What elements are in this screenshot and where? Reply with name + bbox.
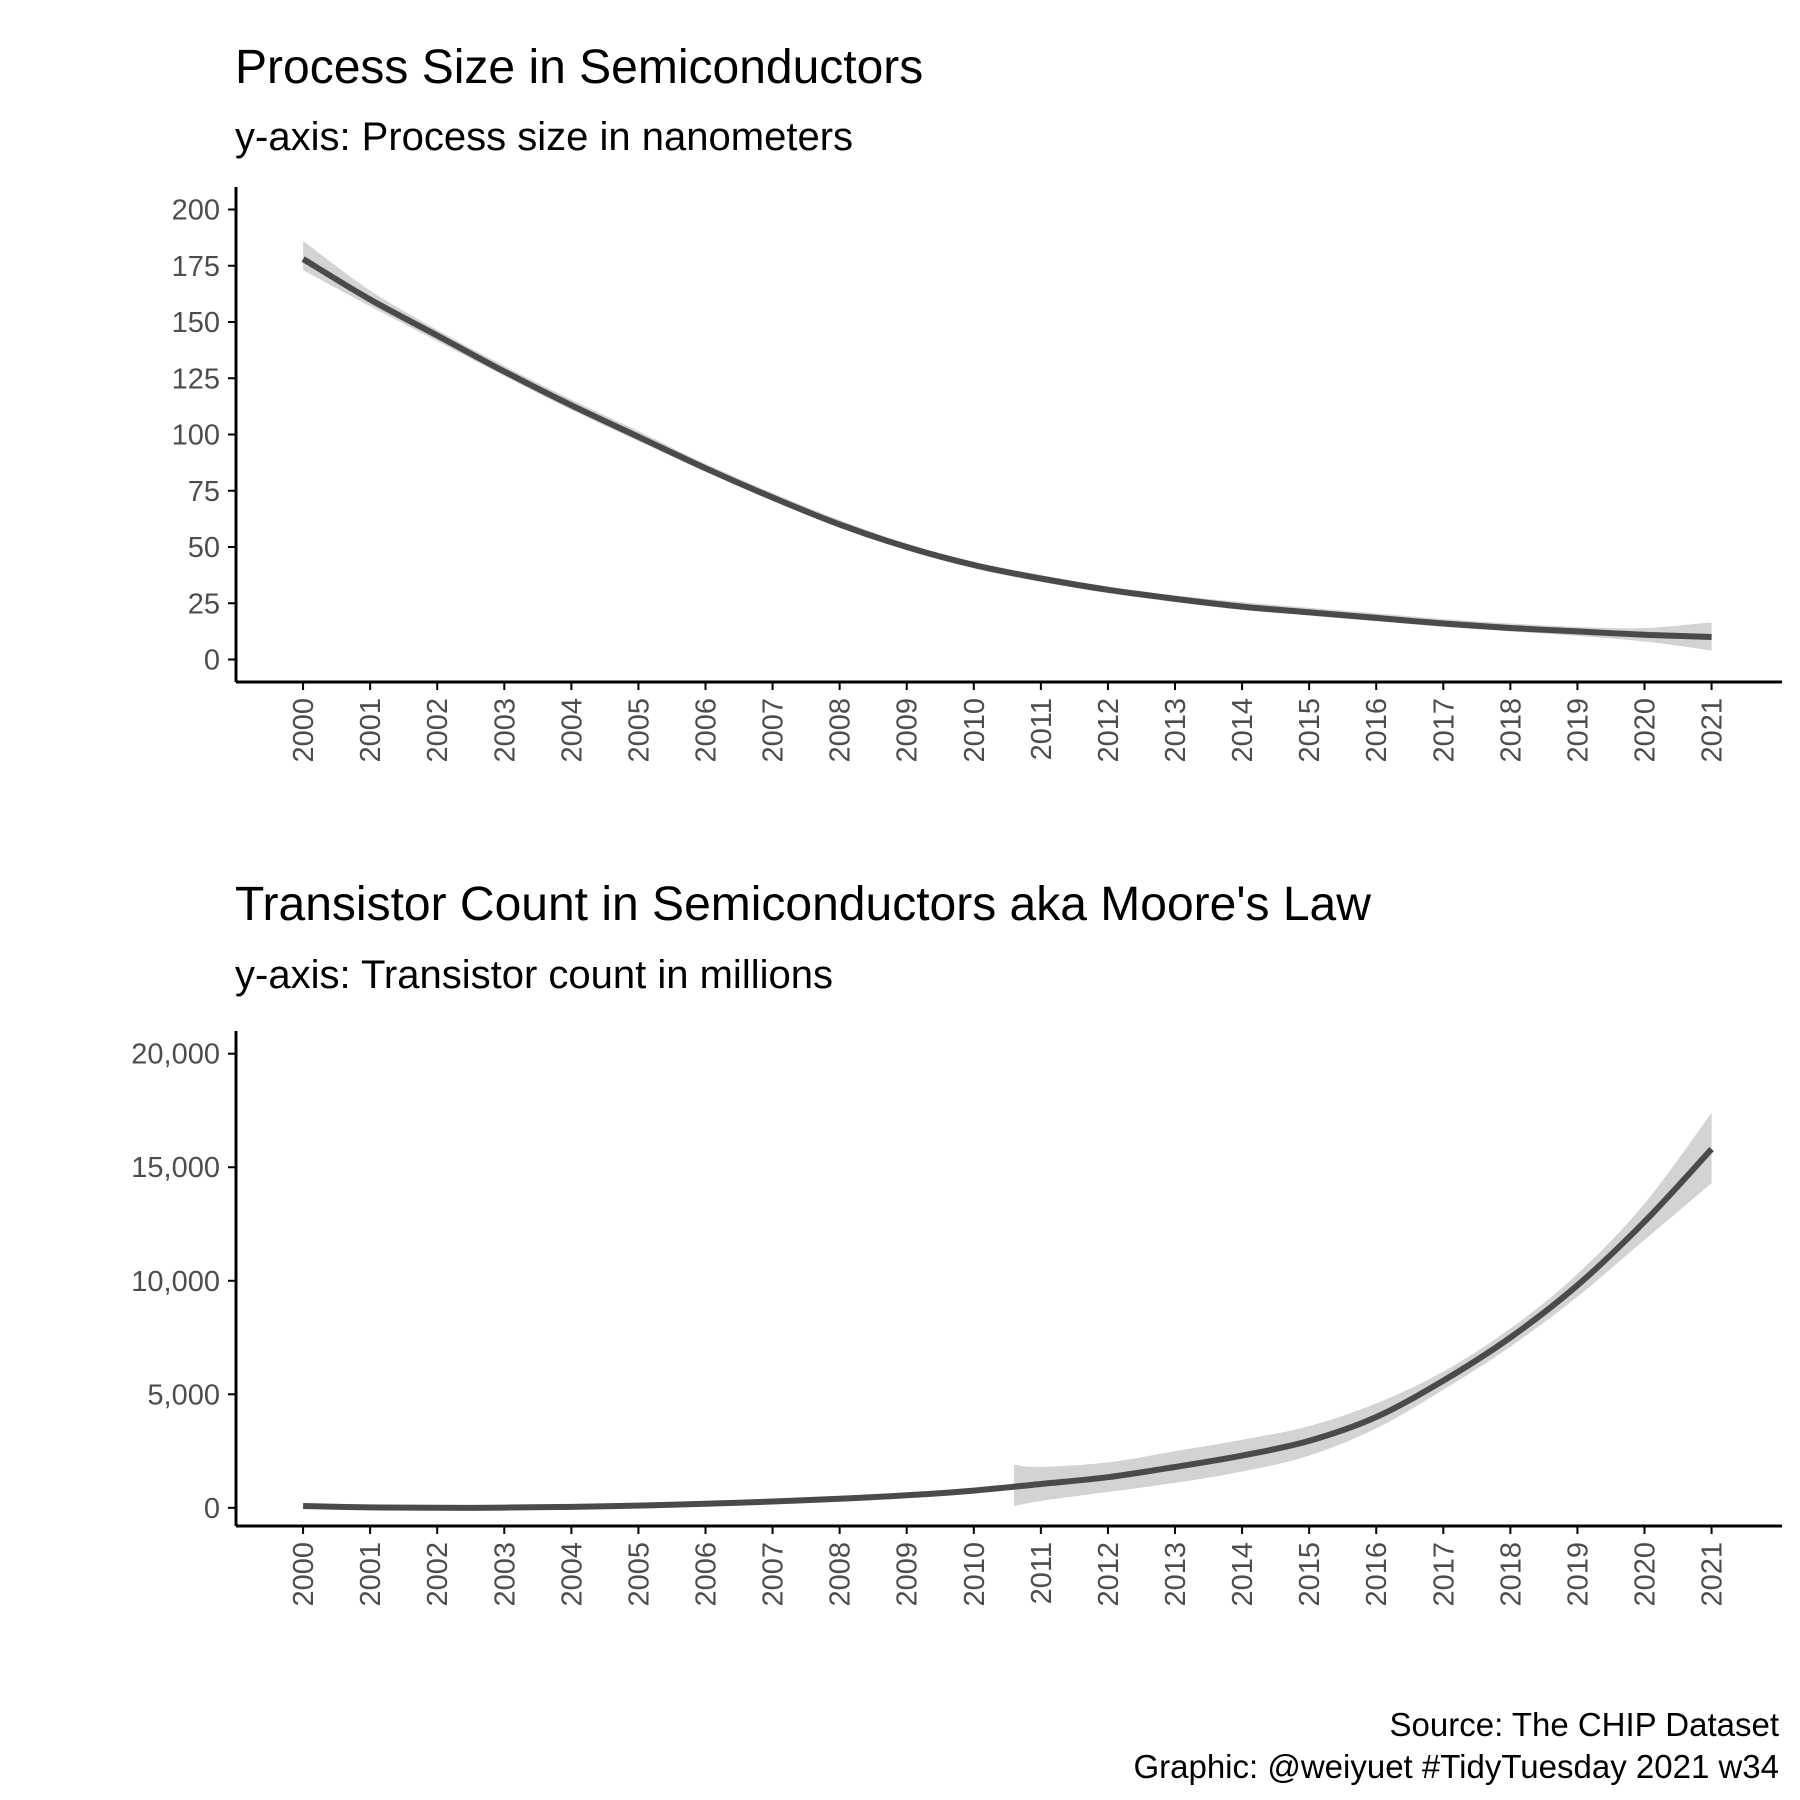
transistor-count-y-tick-label: 5,000 <box>147 1379 220 1411</box>
transistor-count-x-tick-label: 2007 <box>758 1542 790 1607</box>
transistor-count-x-tick-label: 2003 <box>489 1542 521 1607</box>
process-size-x-tick-label: 2000 <box>288 698 320 763</box>
process-size-x-tick-label: 2009 <box>892 698 924 763</box>
chart-subtitle-transistor-count: y-axis: Transistor count in millions <box>235 953 833 997</box>
process-size-x-tick-label: 2001 <box>355 698 387 763</box>
process-size-x-tick-label: 2018 <box>1495 698 1527 763</box>
transistor-count-x-tick-label: 2021 <box>1697 1542 1729 1607</box>
process-size-y-tick-label: 75 <box>188 476 220 508</box>
process-size-x-tick-label: 2014 <box>1227 698 1259 763</box>
process-size-y-tick-label: 100 <box>172 420 220 452</box>
transistor-count-x-tick-label: 2016 <box>1361 1542 1393 1607</box>
transistor-count-x-tick-label: 2020 <box>1630 1542 1662 1607</box>
transistor-count-y-tick-label: 15,000 <box>131 1152 220 1184</box>
transistor-count-chart: 0 5,000 10,000 15,000 20,000 2000 2001 2002 2003… <box>131 1031 1782 1607</box>
process-size-trend-line <box>301 256 1712 640</box>
process-size-y-tick-label: 175 <box>172 251 220 283</box>
transistor-count-x-tick-label: 2000 <box>288 1542 320 1607</box>
process-size-x-tick-label: 2007 <box>758 698 790 763</box>
transistor-count-x-tick-label: 2010 <box>959 1542 991 1607</box>
transistor-count-x-tick-label: 2015 <box>1294 1542 1326 1607</box>
process-size-x-tick-label: 2011 <box>1026 698 1058 760</box>
transistor-count-confidence-band <box>1014 1112 1712 1506</box>
process-size-x-tick-label: 2012 <box>1093 698 1125 763</box>
process-size-x-tick-label: 2016 <box>1361 698 1393 763</box>
process-size-x-tick-label: 2003 <box>489 698 521 763</box>
transistor-count-x-tick-label: 2005 <box>623 1542 655 1607</box>
transistor-count-x-tick-label: 2001 <box>355 1542 387 1607</box>
process-size-y-tick-label: 125 <box>172 363 220 395</box>
source-caption: Source: The CHIP Dataset <box>1389 1706 1779 1743</box>
transistor-count-x-tick-label: 2013 <box>1160 1542 1192 1607</box>
transistor-count-y-tick-label: 20,000 <box>131 1039 220 1071</box>
transistor-count-x-tick-label: 2018 <box>1495 1542 1527 1607</box>
process-size-y-tick-label: 0 <box>204 645 220 677</box>
transistor-count-x-tick-label: 2014 <box>1227 1542 1259 1607</box>
process-size-x-tick-label: 2008 <box>825 698 857 763</box>
process-size-y-tick-label: 150 <box>172 307 220 339</box>
chart-title-process-size: Process Size in Semiconductors <box>235 41 924 94</box>
process-size-x-tick-label: 2019 <box>1562 698 1594 763</box>
process-size-x-tick-label: 2004 <box>556 698 588 763</box>
transistor-count-x-tick-label: 2012 <box>1093 1542 1125 1607</box>
transistor-count-x-tick-label: 2017 <box>1428 1542 1460 1607</box>
transistor-count-x-tick-label: 2019 <box>1562 1542 1594 1607</box>
process-size-x-tick-label: 2013 <box>1160 698 1192 763</box>
process-size-x-tick-label: 2020 <box>1630 698 1662 763</box>
process-size-y-tick-label: 25 <box>188 588 220 620</box>
chart-title-transistor-count: Transistor Count in Semiconductors aka M… <box>235 878 1371 931</box>
process-size-x-tick-label: 2017 <box>1428 698 1460 763</box>
transistor-count-x-tick-label: 2006 <box>691 1542 723 1607</box>
graphic-credit-caption: Graphic: @weiyuet #TidyTuesday 2021 w34 <box>1133 1748 1779 1785</box>
process-size-x-tick-label: 2015 <box>1294 698 1326 763</box>
chart-subtitle-process-size: y-axis: Process size in nanometers <box>235 115 854 159</box>
transistor-count-x-tick-label: 2011 <box>1026 1542 1058 1604</box>
process-size-y-tick-label: 50 <box>188 532 220 564</box>
process-size-x-tick-label: 2021 <box>1697 698 1729 763</box>
transistor-count-x-tick-label: 2008 <box>825 1542 857 1607</box>
transistor-count-y-tick-label: 10,000 <box>131 1266 220 1298</box>
process-size-x-tick-label: 2002 <box>422 698 454 763</box>
transistor-count-x-tick-label: 2002 <box>422 1542 454 1607</box>
process-size-x-tick-label: 2010 <box>959 698 991 763</box>
process-size-chart: 0 25 50 75 100 125 150 175 200 2000 2001 2002 2003 20… <box>172 187 1782 763</box>
process-size-x-tick-label: 2005 <box>623 698 655 763</box>
transistor-count-y-tick-label: 0 <box>204 1493 220 1525</box>
transistor-count-x-tick-label: 2009 <box>892 1542 924 1607</box>
process-size-x-tick-label: 2006 <box>691 698 723 763</box>
transistor-count-x-tick-label: 2004 <box>556 1542 588 1607</box>
process-size-y-tick-label: 200 <box>172 195 220 227</box>
transistor-count-trend-line <box>303 1147 1714 1511</box>
